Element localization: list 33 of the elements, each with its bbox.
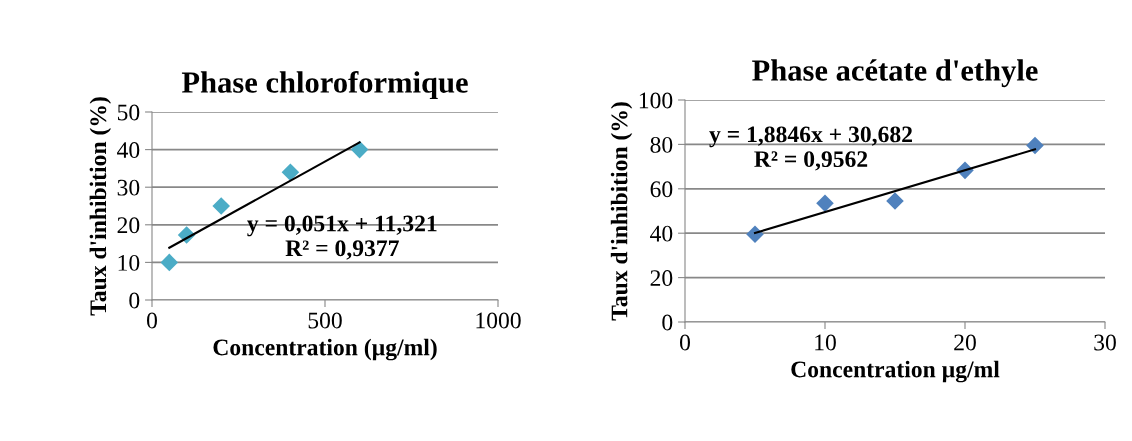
y-tick-label: 40 (650, 225, 673, 242)
point (281, 163, 300, 181)
y-tick-label: 60 (650, 181, 673, 198)
y-tick-label: 40 (117, 142, 140, 159)
annotation: y = 0,051x + 11,321 R² = 0,9377 (247, 215, 437, 260)
y-tick-label: 80 (650, 136, 673, 153)
annotation: y = 1,8846x + 30,682 R² = 0,9562 (709, 126, 912, 171)
chart-title: Phase acétate d'ethyle (752, 59, 1038, 88)
y-tick-label: 50 (117, 104, 140, 121)
x-tick-label: 500 (308, 312, 342, 329)
point (746, 225, 764, 244)
y-tick-label: 10 (118, 254, 140, 271)
point (160, 253, 179, 272)
x-tick-label: 1000 (476, 312, 521, 329)
x-tick-label: 0 (680, 334, 690, 351)
point (212, 197, 230, 215)
chart-title: Phase chloroformique (181, 71, 468, 100)
y-tick-label: 20 (117, 217, 140, 234)
y-tick-label: 20 (650, 270, 673, 287)
x-tick-label: 10 (815, 334, 836, 351)
y-tick-label: 100 (639, 92, 673, 109)
y-axis-title: Taux d'inhibition (%) (610, 102, 633, 321)
point (1026, 136, 1044, 155)
x-tick-label: 30 (1094, 334, 1116, 351)
x-tick-label: 20 (954, 334, 976, 351)
point (816, 194, 834, 213)
y-axis-title: Taux d'inhibition (%) (89, 97, 112, 316)
point (886, 192, 904, 210)
x-axis-title: Concentration µg/ml (791, 360, 1000, 383)
y-tick-label: 30 (117, 179, 140, 196)
x-tick-label: 0 (147, 312, 157, 329)
x-axis-title: Concentration (µg/ml) (213, 338, 437, 361)
y-tick-label: 0 (129, 292, 140, 309)
